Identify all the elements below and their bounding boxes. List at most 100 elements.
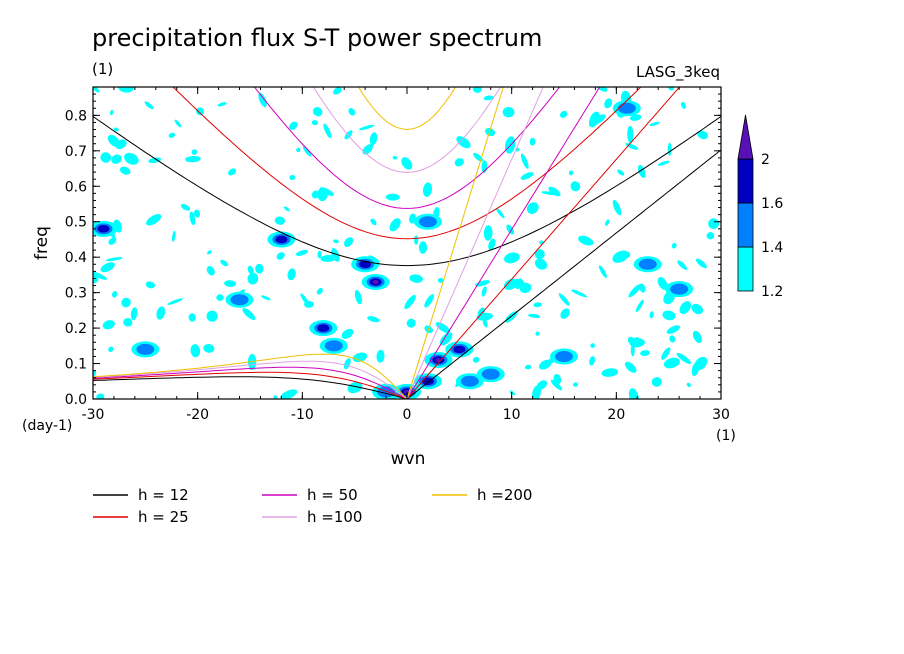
contour-speckle [520, 172, 534, 180]
contour-speckle [496, 208, 505, 219]
contour-speckle [414, 235, 419, 245]
contour-speckle [686, 382, 691, 388]
legend-label: h =100 [307, 508, 362, 526]
contour-speckle [534, 249, 545, 260]
contour-speckle [224, 280, 237, 287]
legend-item-h12: h = 12 [93, 486, 189, 504]
y-tick-label: 0.6 [65, 179, 87, 195]
contour-speckle [401, 157, 413, 170]
spectral-peak [309, 320, 338, 337]
contour-speckle [422, 182, 433, 197]
contour-speckle [115, 139, 127, 150]
contour-speckle [247, 272, 259, 285]
contour-speckle [156, 306, 166, 320]
spectral-peak [93, 220, 118, 237]
contour-speckle [287, 268, 296, 281]
legend-label: h = 12 [138, 486, 189, 504]
contour-speckle [409, 274, 423, 283]
contour-speckle [207, 250, 212, 255]
contour-speckle [627, 125, 634, 144]
spectral-peak [267, 231, 296, 248]
plot-frame [92, 86, 722, 400]
contour-speckle [110, 109, 114, 116]
contour-speckle [628, 284, 642, 298]
contour-speckle [389, 218, 401, 232]
contour-speckle [504, 252, 520, 264]
contour-speckle [320, 254, 336, 262]
dispersion-curve-h25 [93, 87, 681, 399]
contour-speckle [424, 294, 435, 308]
legend-item-h50: h = 50 [262, 486, 358, 504]
contour-speckle [629, 114, 642, 121]
spectral-peak [633, 256, 662, 273]
contour-speckle [216, 294, 224, 301]
plot-area: -30 -20 -10 0 10 20 30 0.0 0.1 0.2 0.3 0.4 0.5 0.6 0.… [65, 86, 730, 423]
contour-speckle [316, 287, 323, 295]
contour-speckle [304, 300, 314, 308]
contour-speckle [189, 211, 196, 226]
contour-speckle [274, 216, 286, 225]
contour-speckle [472, 356, 480, 363]
colorbar-label: 1.2 [761, 284, 783, 300]
contour-speckle [676, 352, 692, 364]
contour-speckle [167, 298, 183, 305]
contour-speckle [111, 154, 122, 164]
contour-speckle [667, 142, 672, 156]
x-tick-label: -20 [186, 407, 209, 423]
contour-speckle [706, 232, 715, 240]
contour-speckle [578, 235, 594, 246]
spectral-peak [445, 341, 474, 358]
contour-speckle [570, 181, 581, 192]
contour-speckle [532, 385, 541, 399]
contour-speckle [100, 152, 112, 163]
contour-speckle [188, 313, 196, 322]
contour-speckle [348, 107, 356, 116]
contour-speckle [196, 107, 205, 116]
spectral-peak [413, 213, 442, 230]
contour-speckle [485, 127, 496, 137]
contour-speckle [333, 239, 339, 244]
contour-speckle [344, 237, 354, 247]
contour-speckle [130, 307, 138, 321]
colorbar-segment [737, 158, 754, 204]
contour-speckle [651, 377, 662, 387]
contour-speckle [456, 136, 471, 149]
contour-speckle [100, 262, 115, 273]
contour-speckle [671, 242, 677, 249]
spectral-peak [319, 337, 348, 354]
spectral-peak [455, 373, 484, 390]
contour-speckle [317, 187, 328, 202]
contour-speckle [625, 143, 639, 150]
contour-speckle [190, 344, 201, 358]
contour-speckle [481, 286, 487, 297]
chart-subtitle-right: LASG_3keq [636, 63, 720, 82]
dispersion-curve-h50 [93, 87, 601, 399]
contour-speckle [341, 328, 354, 339]
contour-speckle [519, 282, 532, 294]
y-tick-label: 0.1 [65, 357, 87, 373]
contour-speckle [168, 132, 176, 138]
contour-speckle [697, 130, 709, 140]
contour-speckle [406, 318, 416, 328]
dispersion-curve-h200 [93, 87, 504, 399]
colorbar-segment [737, 246, 754, 292]
contour-speckle [604, 98, 613, 109]
spectral-peak [131, 341, 160, 358]
contour-speckle [692, 330, 702, 344]
contour-speckle [528, 313, 541, 318]
contour-speckle [520, 153, 529, 169]
y-tick-label: 0.7 [65, 144, 87, 160]
dispersion-curve-h100 [93, 87, 544, 399]
contour-speckle [146, 214, 162, 226]
x-tick-label: 30 [712, 407, 730, 423]
contour-speckle [482, 318, 488, 328]
contour-speckle [296, 147, 301, 153]
contour-speckle [220, 259, 229, 267]
legend-item-h100: h =100 [262, 508, 362, 526]
chart-title: precipitation flux S-T power spectrum [92, 24, 542, 52]
contour-speckle [102, 320, 115, 330]
chart-subtitle-left: (1) [92, 60, 113, 78]
contour-speckle [573, 382, 578, 387]
contour-speckle [454, 158, 464, 167]
